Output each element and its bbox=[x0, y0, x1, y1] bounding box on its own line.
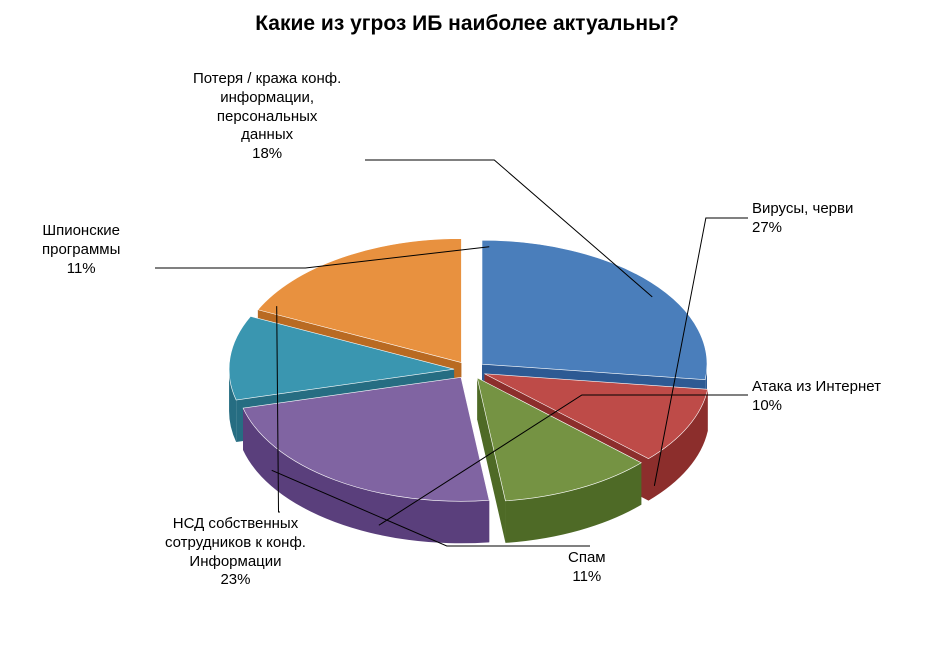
slice-label-spam: Спам 11% bbox=[568, 549, 606, 587]
chart-title: Какие из угроз ИБ наиболее актуальны? bbox=[0, 12, 934, 36]
slice-label-internet-attack: Атака из Интернет 10% bbox=[752, 378, 881, 416]
pie-svg bbox=[0, 60, 934, 640]
slice-label-data-loss: Потеря / кража конф. информации, персона… bbox=[193, 70, 341, 164]
slice-label-viruses: Вирусы, черви 27% bbox=[752, 200, 853, 238]
slice-label-spyware: Шпионские программы 11% bbox=[42, 222, 120, 278]
chart-container: Какие из угроз ИБ наиболее актуальны? Ви… bbox=[0, 0, 934, 662]
pie-area: Вирусы, черви 27% Атака из Интернет 10% Сп… bbox=[0, 60, 934, 640]
slice-label-insider-access: НСД собственных сотрудников к конф. Инфо… bbox=[165, 515, 306, 590]
